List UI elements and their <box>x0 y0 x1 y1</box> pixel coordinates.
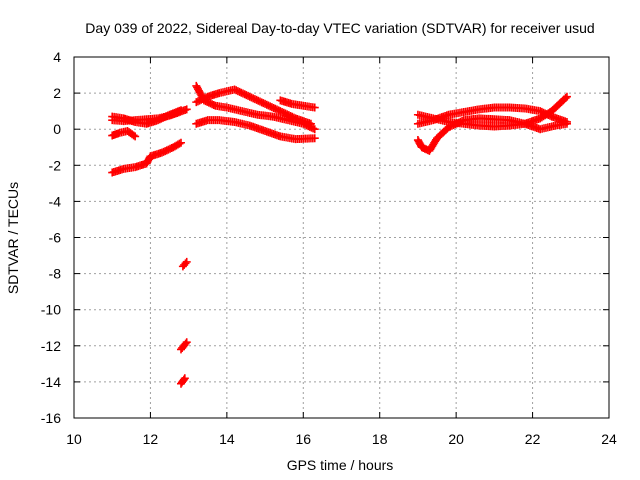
data-point <box>182 105 191 114</box>
x-tick-label: 22 <box>525 431 541 447</box>
data-point <box>179 375 188 384</box>
series-track-13 <box>413 103 571 128</box>
data-point <box>310 134 319 143</box>
y-tick-label: -14 <box>41 374 61 390</box>
data-points <box>108 81 571 388</box>
series-track-6 <box>177 338 191 354</box>
x-axis-label: GPS time / hours <box>287 457 394 473</box>
data-point <box>177 106 185 115</box>
x-tick-label: 20 <box>448 431 464 447</box>
x-tick-label: 18 <box>372 431 388 447</box>
y-axis-tick-labels: 4 2 0 -2 -4 -6 -8 -10 -12 -14 -16 <box>41 49 61 426</box>
data-point <box>180 374 189 383</box>
axis-ticks <box>73 56 610 419</box>
data-point <box>182 257 191 266</box>
data-point <box>562 119 571 128</box>
y-tick-label: 4 <box>53 49 61 65</box>
data-point <box>561 94 570 103</box>
series-track-3 <box>108 127 140 141</box>
chart-title: Day 039 of 2022, Sidereal Day-to-day VTE… <box>85 20 594 36</box>
data-point <box>131 132 140 141</box>
y-tick-label: -6 <box>49 230 62 246</box>
x-tick-label: 14 <box>219 431 235 447</box>
data-point <box>175 139 184 148</box>
y-tick-label: -16 <box>41 410 61 426</box>
data-point <box>306 119 315 128</box>
y-tick-label: -4 <box>49 193 62 209</box>
data-point <box>182 338 191 347</box>
data-point <box>458 116 467 125</box>
x-axis-tick-labels: 10 12 14 16 18 20 22 24 <box>66 431 617 447</box>
y-tick-label: 0 <box>53 121 61 137</box>
x-tick-label: 10 <box>66 431 82 447</box>
y-tick-label: -10 <box>41 302 61 318</box>
data-point <box>129 131 138 140</box>
series-track-14 <box>413 114 571 155</box>
x-tick-label: 12 <box>143 431 159 447</box>
data-point <box>177 138 185 147</box>
series-track-4 <box>108 138 185 177</box>
data-point <box>310 125 319 134</box>
series-track-9 <box>192 85 315 128</box>
x-tick-label: 24 <box>601 431 617 447</box>
y-tick-label: -8 <box>49 266 62 282</box>
y-tick-label: -2 <box>49 157 62 173</box>
series-track-2 <box>108 106 185 128</box>
x-tick-label: 16 <box>295 431 311 447</box>
series-track-10 <box>192 116 319 144</box>
y-axis-label: SDTVAR / TECUs <box>5 182 21 294</box>
data-point <box>562 92 571 101</box>
series-track-5 <box>178 257 191 271</box>
data-point <box>310 103 319 112</box>
series-track-11 <box>276 96 319 112</box>
y-tick-label: 2 <box>53 85 61 101</box>
data-point <box>181 259 190 268</box>
grid-lines <box>74 57 609 418</box>
series-track-7 <box>177 374 189 388</box>
y-tick-label: -12 <box>41 338 61 354</box>
data-point <box>181 339 190 348</box>
